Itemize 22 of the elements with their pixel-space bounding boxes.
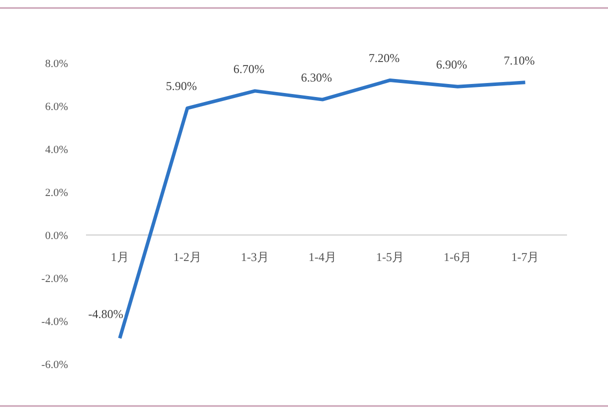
y-tick-label: 6.0% [45,101,68,113]
y-tick-label: 2.0% [45,187,68,199]
x-tick-label: 1-6月 [444,250,472,264]
y-tick-label: -2.0% [41,273,68,285]
y-tick-label: 4.0% [45,144,68,156]
x-tick-label: 1-3月 [240,250,269,264]
data-label: 7.20% [368,51,400,66]
x-tick-label: 1-5月 [376,250,404,264]
y-tick-label: -4.0% [41,316,68,328]
y-tick-label: 8.0% [45,58,68,70]
x-tick-label: 1-7月 [511,250,540,264]
data-label: 5.90% [166,79,197,94]
y-tick-label: -6.0% [41,359,68,371]
data-label: -4.80% [88,307,124,322]
x-tick-label: 1-4月 [308,250,336,264]
data-label: 6.70% [233,62,264,76]
y-tick-label: 0.0% [45,230,68,242]
x-tick-label: 1-2月 [173,250,202,264]
data-label: 7.10% [504,53,535,68]
x-tick-label: 1月 [110,250,129,264]
data-label: 6.30% [301,70,332,85]
data-label: 6.90% [436,58,468,72]
